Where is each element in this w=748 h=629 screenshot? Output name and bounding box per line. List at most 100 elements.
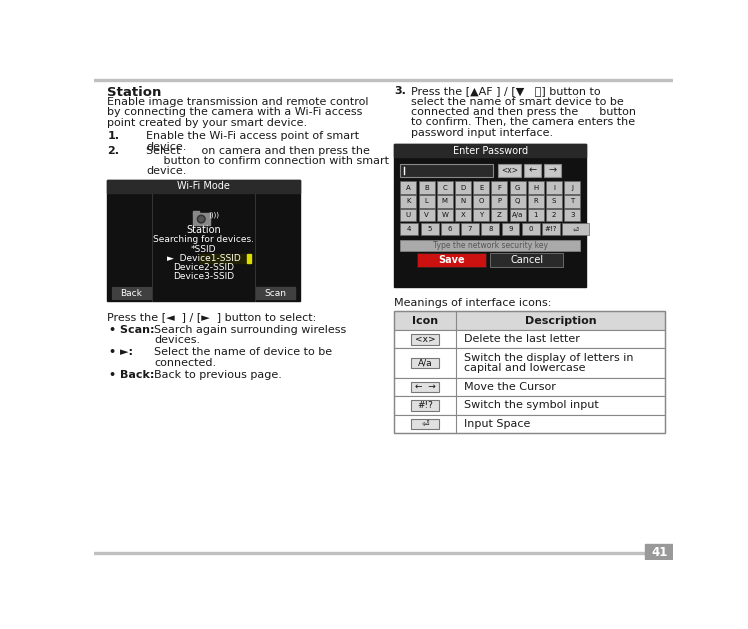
Text: ←  →: ← → — [415, 382, 435, 391]
Text: P: P — [497, 198, 501, 204]
Text: point created by your smart device.: point created by your smart device. — [108, 118, 307, 128]
Text: connected.: connected. — [154, 358, 216, 368]
Bar — [502, 223, 520, 235]
Bar — [544, 164, 561, 177]
Text: password input interface.: password input interface. — [411, 128, 554, 138]
Bar — [419, 195, 435, 208]
Text: U: U — [405, 212, 411, 218]
Bar — [193, 213, 209, 225]
Text: E: E — [479, 184, 483, 191]
Text: <x>: <x> — [415, 335, 435, 343]
Text: A/a: A/a — [418, 359, 432, 367]
Bar — [542, 223, 560, 235]
Bar — [94, 552, 673, 554]
Text: device.: device. — [146, 142, 186, 152]
Text: S: S — [552, 198, 557, 204]
Text: Station: Station — [186, 225, 221, 235]
Text: 1: 1 — [533, 212, 538, 218]
Bar — [411, 382, 439, 392]
Text: O: O — [479, 198, 484, 204]
Text: Back: Back — [120, 289, 142, 298]
Bar — [546, 195, 562, 208]
Bar — [455, 209, 471, 221]
Text: ►  Device1-SSID: ► Device1-SSID — [167, 254, 240, 263]
Text: Station: Station — [108, 86, 162, 99]
Text: Switch the display of letters in: Switch the display of letters in — [464, 353, 634, 363]
Text: Press the [▲AF ] / [▼   ⌛] button to: Press the [▲AF ] / [▼ ⌛] button to — [411, 86, 601, 96]
Text: Y: Y — [479, 212, 483, 218]
Text: 3.: 3. — [394, 86, 406, 96]
Bar — [528, 209, 544, 221]
Text: 9: 9 — [509, 226, 513, 232]
Text: C: C — [442, 184, 447, 191]
Bar — [400, 223, 418, 235]
Text: Delete the last letter: Delete the last letter — [464, 334, 580, 344]
Text: W: W — [441, 212, 448, 218]
Text: G: G — [515, 184, 521, 191]
Text: Switch the symbol input: Switch the symbol input — [464, 401, 598, 411]
Bar — [528, 181, 544, 194]
Text: Enter Password: Enter Password — [453, 146, 528, 156]
Bar — [546, 209, 562, 221]
Text: 0: 0 — [529, 226, 533, 232]
Bar — [437, 195, 453, 208]
Text: button to confirm connection with smart: button to confirm connection with smart — [146, 156, 389, 166]
Text: Searching for devices.: Searching for devices. — [153, 235, 254, 245]
Bar — [491, 195, 507, 208]
Bar — [509, 209, 526, 221]
Bar — [482, 223, 499, 235]
Bar — [200, 253, 246, 263]
Text: B: B — [424, 184, 429, 191]
Text: Enable the Wi-Fi access point of smart: Enable the Wi-Fi access point of smart — [146, 131, 359, 142]
Bar — [411, 400, 439, 411]
Bar — [646, 545, 673, 560]
Circle shape — [199, 217, 203, 221]
Text: Meanings of interface icons:: Meanings of interface icons: — [394, 298, 551, 308]
Bar — [564, 181, 580, 194]
Bar — [394, 415, 666, 433]
Bar — [394, 377, 666, 396]
Bar — [455, 195, 471, 208]
Text: capital and lowercase: capital and lowercase — [464, 363, 586, 373]
Text: D: D — [460, 184, 465, 191]
Text: Back to previous page.: Back to previous page. — [154, 370, 282, 380]
Bar — [394, 348, 666, 377]
Bar — [546, 181, 562, 194]
Bar — [473, 209, 489, 221]
Bar — [394, 311, 666, 433]
Text: connected and then press the      button: connected and then press the button — [411, 107, 637, 117]
Text: • Scan:: • Scan: — [109, 325, 155, 335]
Bar — [394, 330, 666, 348]
Text: ←: ← — [529, 165, 537, 175]
Text: M: M — [442, 198, 448, 204]
Text: 5: 5 — [427, 226, 432, 232]
Text: Enable image transmission and remote control: Enable image transmission and remote con… — [108, 97, 369, 107]
Text: <x>: <x> — [501, 166, 518, 175]
Text: 3: 3 — [570, 212, 574, 218]
Bar — [400, 181, 417, 194]
Text: Save: Save — [438, 255, 465, 265]
Text: select the name of smart device to be: select the name of smart device to be — [411, 97, 624, 107]
Bar — [411, 358, 439, 369]
Bar — [112, 287, 151, 299]
Text: Cancel: Cancel — [510, 255, 543, 265]
Bar — [473, 181, 489, 194]
Text: #!?: #!? — [417, 401, 433, 410]
Text: T: T — [570, 198, 574, 204]
Text: 2.: 2. — [108, 145, 120, 155]
Bar — [193, 211, 199, 214]
Text: • ►:: • ►: — [109, 347, 133, 357]
Text: Select      on camera and then press the: Select on camera and then press the — [146, 145, 370, 155]
Bar — [400, 240, 580, 250]
Circle shape — [197, 215, 205, 223]
Text: Device3-SSID: Device3-SSID — [173, 272, 234, 281]
Text: ⏎: ⏎ — [573, 226, 579, 232]
Text: )))): )))) — [209, 212, 220, 218]
Text: Icon: Icon — [412, 316, 438, 326]
Bar — [564, 195, 580, 208]
Bar — [524, 164, 542, 177]
Text: R: R — [533, 198, 539, 204]
Text: 1.: 1. — [108, 131, 120, 142]
Text: 41: 41 — [651, 545, 667, 559]
Bar — [522, 223, 540, 235]
